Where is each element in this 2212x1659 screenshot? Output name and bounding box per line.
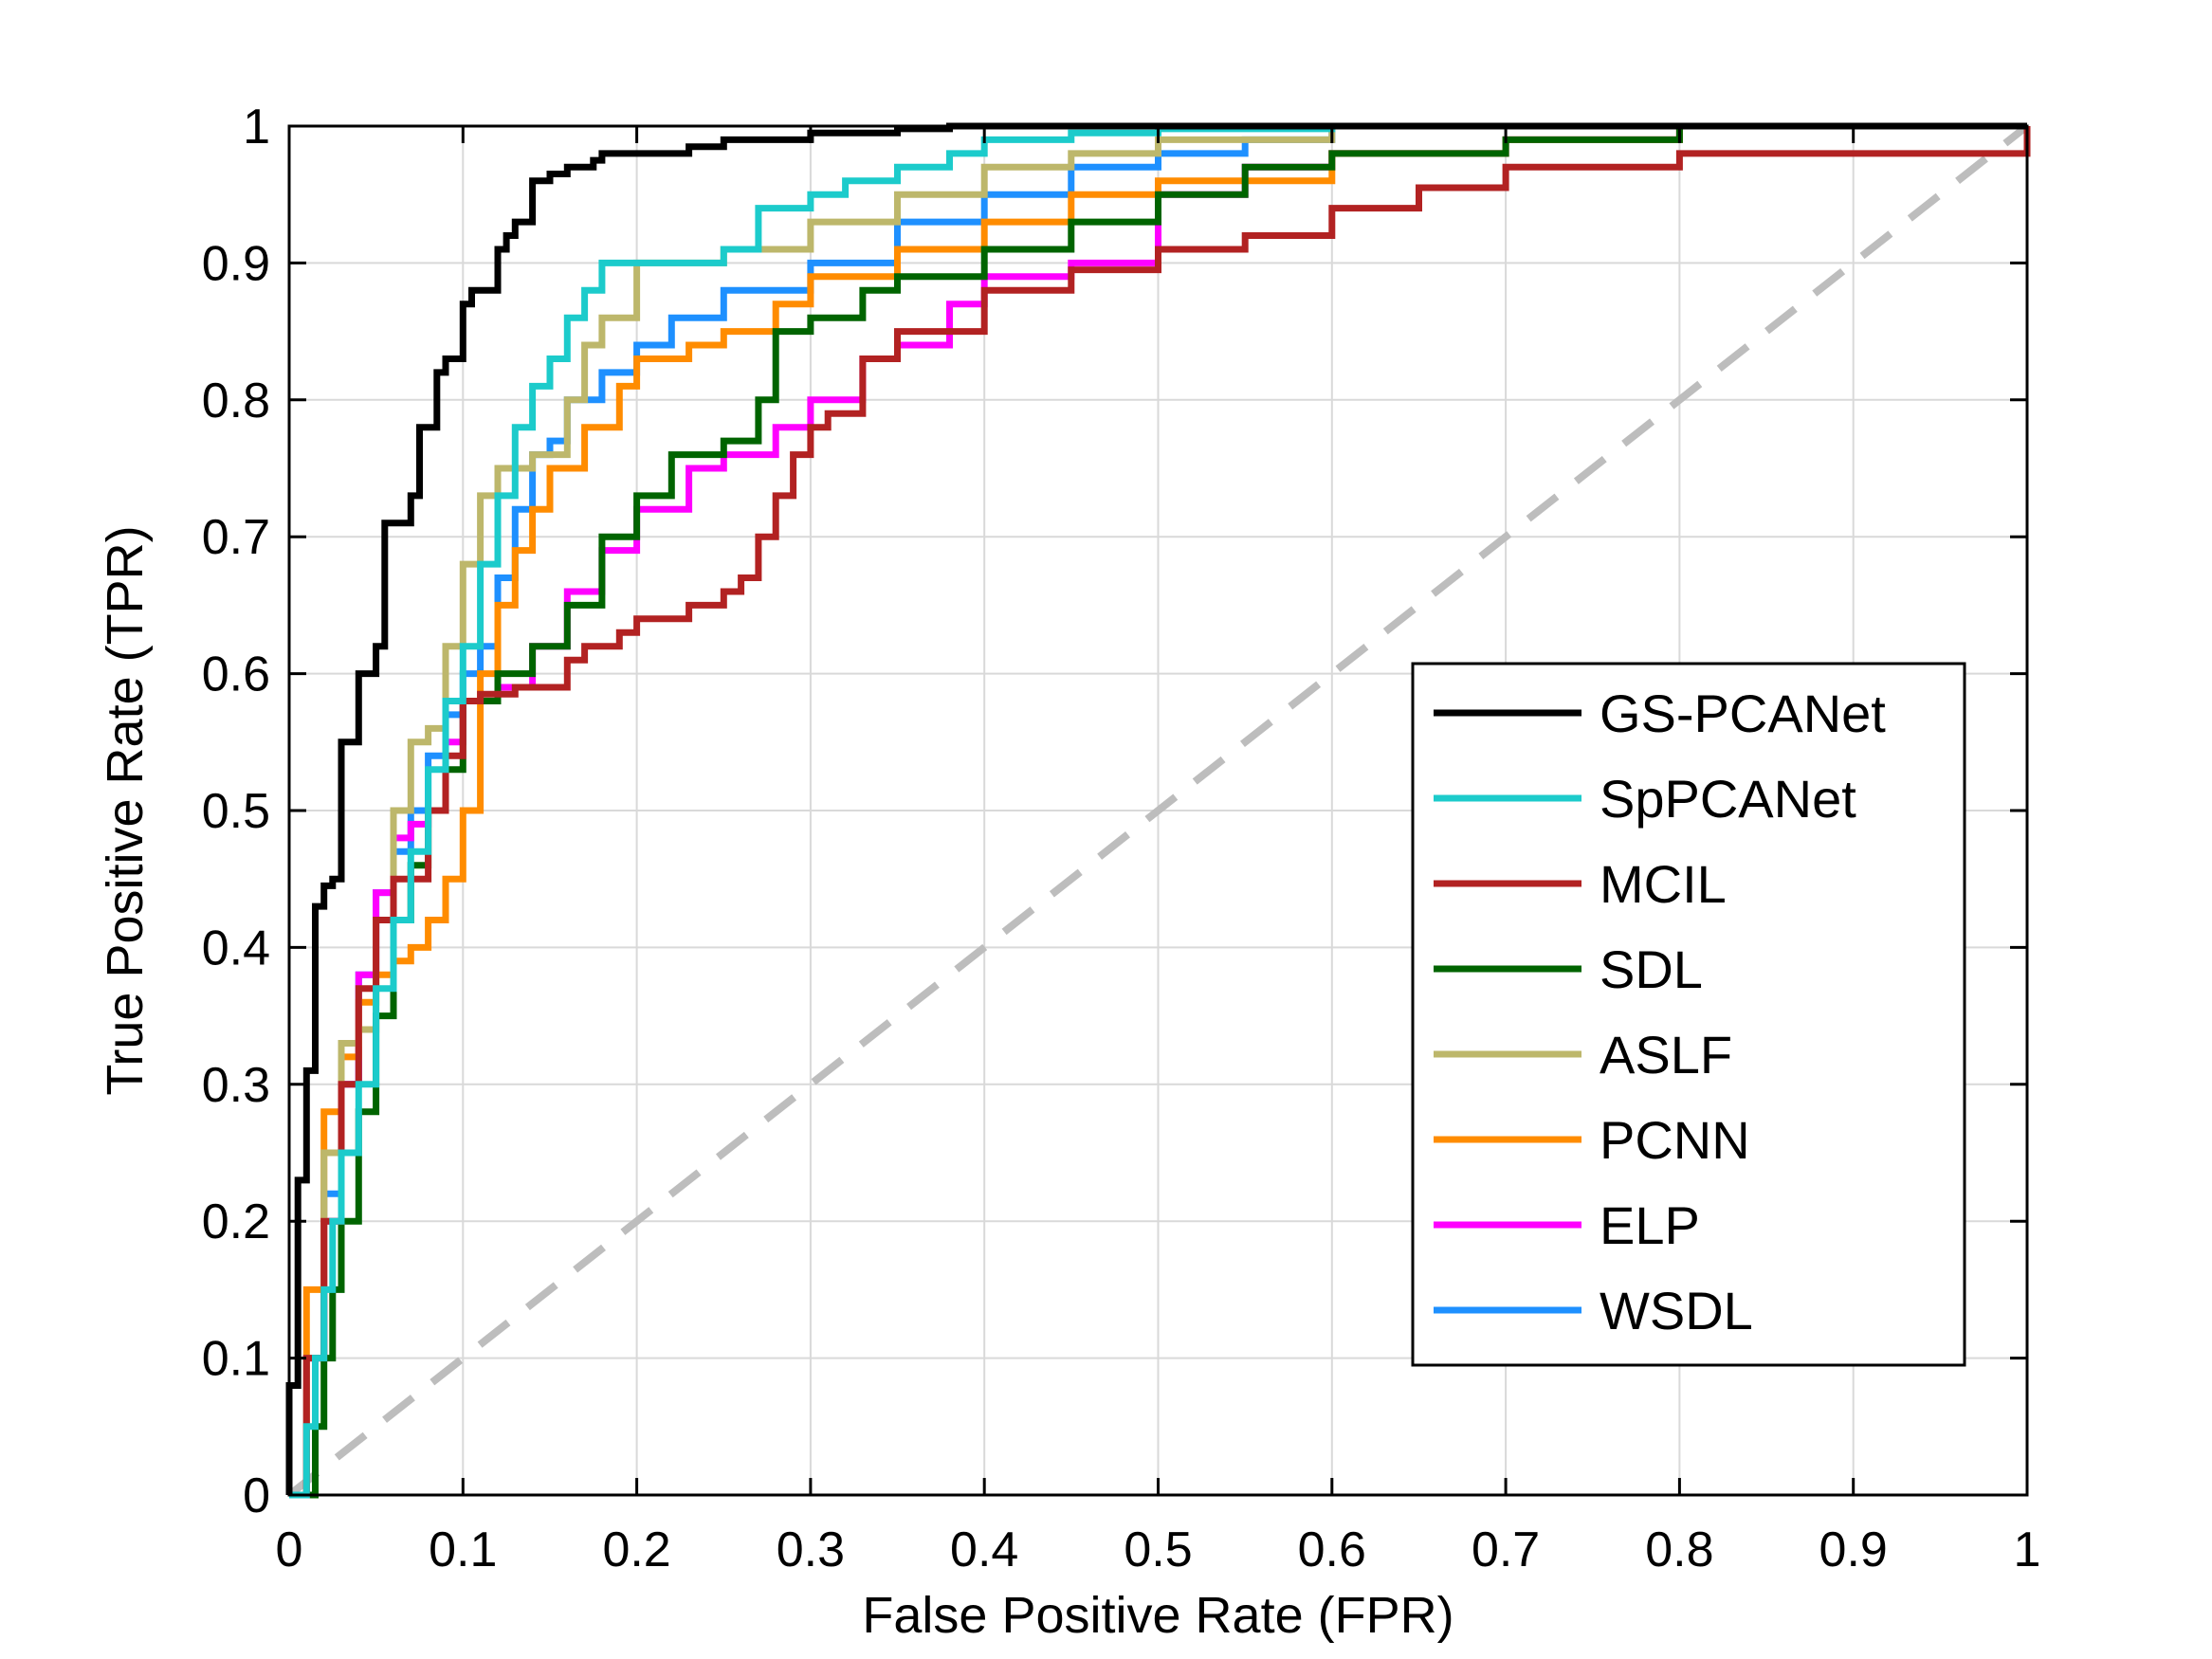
legend: GS-PCANet SpPCANet MCIL SDL ASLF PCNN ELP WSDL <box>1411 662 1966 1367</box>
y-tick-label: 0.8 <box>202 374 270 428</box>
axis-ticks: 0 0.1 0.2 0.3 0.4 0.5 0.6 0.7 0.8 0.9 1 0 0.1 0.2 0.3 0… <box>202 100 2041 1577</box>
x-tick-label: 0.6 <box>1298 1522 1366 1577</box>
y-tick-label: 0.9 <box>202 236 270 291</box>
y-tick-label: 0.7 <box>202 510 270 565</box>
legend-label: PCNN <box>1600 1110 1750 1170</box>
legend-label: ELP <box>1600 1195 1700 1255</box>
series-line-sppcanet <box>289 122 2027 1499</box>
series-layer <box>285 122 2031 1499</box>
y-tick-label: 0 <box>243 1468 270 1523</box>
x-tick-label: 0.1 <box>429 1522 497 1577</box>
y-tick-label: 0.1 <box>202 1332 270 1387</box>
legend-box <box>1411 662 1966 1367</box>
y-tick-label: 1 <box>243 100 270 155</box>
legend-label: WSDL <box>1600 1281 1753 1340</box>
y-tick-label: 0.2 <box>202 1194 270 1249</box>
x-tick-label: 1 <box>2014 1522 2041 1577</box>
series-line-gs-pcanet <box>285 122 2027 1495</box>
y-tick-label: 0.3 <box>202 1058 270 1113</box>
x-tick-label: 0.3 <box>777 1522 845 1577</box>
legend-label: GS-PCANet <box>1600 684 1886 743</box>
legend-label: ASLF <box>1600 1025 1732 1085</box>
legend-label: SDL <box>1600 939 1703 999</box>
chance-diagonal-line <box>286 122 2030 1499</box>
y-tick-label: 0.5 <box>202 784 270 839</box>
x-tick-label: 0.4 <box>950 1522 1018 1577</box>
x-tick-label: 0.9 <box>1819 1522 1888 1577</box>
legend-label: MCIL <box>1600 854 1727 914</box>
y-tick-label: 0.6 <box>202 647 270 702</box>
series-line-mcil <box>289 126 2031 1499</box>
x-tick-label: 0.2 <box>602 1522 670 1577</box>
legend-label: SpPCANet <box>1600 769 1856 829</box>
x-tick-label: 0.7 <box>1472 1522 1540 1577</box>
x-tick-label: 0.5 <box>1124 1522 1192 1577</box>
y-tick-label: 0.4 <box>202 921 270 975</box>
x-tick-label: 0.8 <box>1645 1522 1713 1577</box>
x-axis-label: False Positive Rate (FPR) <box>862 1587 1453 1644</box>
x-tick-label: 0 <box>276 1522 303 1577</box>
y-axis-label: True Positive Rate (TPR) <box>97 525 154 1095</box>
